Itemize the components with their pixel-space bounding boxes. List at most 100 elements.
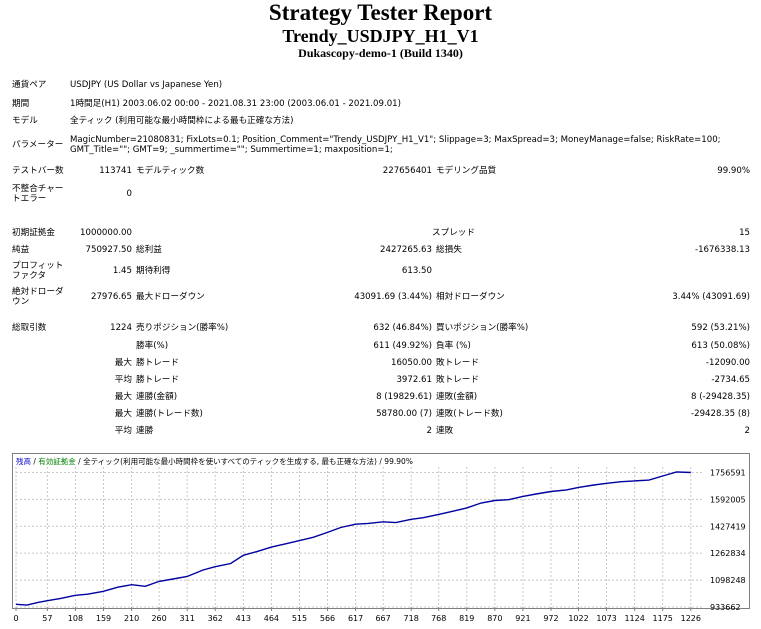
gross-profit-label: 総利益 — [136, 244, 162, 255]
x-tick-label: 718 — [404, 614, 419, 623]
short-label: 売りポジション(勝率%) — [136, 323, 229, 333]
x-tick-label: 108 — [68, 614, 83, 623]
avg-consec-loss-value: 2 — [744, 425, 751, 436]
net-value: 750927.50 — [85, 244, 132, 255]
profit-factor-value: 1.45 — [112, 266, 132, 276]
mismatch-value: 0 — [126, 188, 132, 199]
max-win-label: 勝トレード — [136, 357, 179, 368]
rel-drawdown-label: 相対ドローダウン — [436, 292, 505, 302]
legend-separator-3: / — [377, 457, 385, 466]
x-tick-label: 0 — [13, 614, 18, 623]
expected-payoff-value: 613.50 — [401, 266, 432, 276]
y-tick-label: 1756591 — [710, 468, 746, 477]
expected-payoff-label: 期待利得 — [136, 266, 171, 276]
period-label: 期間 — [12, 98, 30, 109]
deposit-value: 1000000.00 — [80, 227, 132, 238]
avg-consec-win-label: 連勝 — [136, 425, 154, 436]
max-win-value: 16050.00 — [390, 357, 432, 368]
avg-consec-win-value: 2 — [426, 425, 432, 436]
y-tick-label: 933662 — [710, 603, 741, 612]
x-tick-label: 413 — [236, 614, 251, 623]
model-label: モデル — [12, 115, 38, 126]
x-tick-label: 667 — [375, 614, 390, 623]
long-value: 592 (53.21%) — [691, 323, 751, 333]
x-tick-label: 362 — [208, 614, 223, 623]
x-tick-label: 464 — [264, 614, 279, 623]
x-tick-label: 159 — [96, 614, 111, 623]
params-value: MagicNumber=21080831; FixLots=0.1; Posit… — [70, 135, 721, 155]
consec-loss-amount-value: 8 (-29428.35) — [691, 391, 751, 402]
consec-win-count-label: 連勝(トレード数) — [136, 408, 203, 419]
legend-balance: 残高 — [16, 457, 31, 466]
ticks-value: 227656401 — [382, 166, 432, 176]
avg-win-value: 3972.61 — [396, 374, 432, 385]
x-tick-label: 617 — [348, 614, 363, 623]
bars-label: テストバー数 — [12, 166, 64, 176]
chart-legend: 残高 / 有効証拠金 / 全ティック(利用可能な最小時間枠を使いすべてのティック… — [16, 456, 413, 467]
x-tick-label: 210 — [124, 614, 139, 623]
x-tick-label: 1175 — [653, 614, 673, 623]
spread-value: 15 — [739, 227, 751, 238]
legend-separator-1: / — [31, 457, 39, 466]
quality-value: 99.90% — [717, 166, 751, 176]
y-tick-label: 1592005 — [710, 495, 746, 504]
x-tick-label: 972 — [543, 614, 558, 623]
symbol-value: USDJPY (US Dollar vs Japanese Yen) — [70, 80, 223, 90]
gross-loss-value: -1676338.13 — [694, 244, 751, 255]
max-drawdown-label: 最大ドローダウン — [136, 292, 205, 302]
avg-loss-value: -2734.65 — [711, 374, 751, 385]
consec-loss-count-value: -29428.35 (8) — [691, 408, 751, 419]
legend-separator-2: / — [75, 457, 84, 466]
abs-drawdown-value: 27976.65 — [90, 292, 132, 302]
avg-consec-loss-label: 連敗 — [436, 425, 454, 436]
x-tick-label: 566 — [320, 614, 335, 623]
trades-label: 総取引数 — [12, 323, 47, 333]
y-tick-label: 1098248 — [710, 576, 746, 585]
avg-label: 平均 — [114, 374, 132, 385]
params-label: パラメーター — [12, 140, 64, 150]
x-tick-label: 1022 — [568, 614, 588, 623]
max-loss-value: -12090.00 — [705, 357, 751, 368]
report-table: 通貨ペア USDJPY (US Dollar vs Japanese Yen) … — [12, 75, 750, 439]
model-value: 全ティック (利用可能な最小時間枠による最も正確な方法) — [70, 115, 294, 126]
profit-factor-label: プロフィットファクタ — [12, 261, 64, 281]
win-rate-label: 勝率(%) — [136, 340, 169, 351]
max-loss-label: 敗トレード — [436, 357, 479, 368]
spread-label: スプレッド — [432, 227, 475, 238]
server-build: Dukascopy-demo-1 (Build 1340) — [298, 46, 463, 60]
quality-label: モデリング品質 — [436, 166, 497, 176]
max-label-3: 最大 — [114, 408, 132, 419]
gross-loss-label: 総損失 — [436, 244, 462, 255]
expert-name: Trendy_USDJPY_H1_V1 — [282, 26, 479, 46]
short-value: 632 (46.84%) — [373, 323, 432, 333]
consec-win-count-value: 58780.00 (7) — [376, 408, 432, 419]
win-rate-value: 611 (49.92%) — [373, 340, 432, 351]
max-label: 最大 — [114, 357, 132, 368]
legend-equity: 有効証拠金 — [38, 457, 76, 466]
max-label-2: 最大 — [114, 391, 132, 402]
balance-chart: 0 57 108 159 210 260 311 362 413 464 515 566 617 667 7… — [12, 453, 750, 629]
legend-model: 全ティック(利用可能な最小時間枠を使いすべてのティックを生成する, 最も正確な方… — [83, 457, 377, 466]
x-tick-label: 921 — [515, 614, 530, 623]
balance-chart-svg: 0 57 108 159 210 260 311 362 413 464 515 566 617 667 7… — [12, 453, 750, 623]
x-tick-label: 819 — [459, 614, 474, 623]
trades-value: 1224 — [110, 323, 132, 333]
y-tick-label: 1262834 — [710, 549, 746, 558]
x-tick-label: 57 — [42, 614, 52, 623]
x-tick-label: 1124 — [624, 614, 644, 623]
report-title: Strategy Tester Report — [268, 0, 493, 25]
long-label: 買いポジション(勝率%) — [436, 323, 529, 333]
period-value: 1時間足(H1) 2003.06.02 00:00 - 2021.08.31 2… — [70, 98, 401, 109]
loss-rate-value: 613 (50.08%) — [691, 340, 751, 351]
x-tick-label: 311 — [180, 614, 195, 623]
ticks-label: モデルティック数 — [136, 166, 205, 176]
abs-drawdown-label: 絶対ドローダウン — [12, 287, 64, 307]
avg-label-2: 平均 — [114, 425, 132, 436]
x-tick-label: 1073 — [596, 614, 616, 623]
consec-win-amount-value: 8 (19829.61) — [376, 391, 432, 402]
legend-quality: 99.90% — [384, 457, 413, 466]
bars-value: 113741 — [99, 166, 132, 176]
x-tick-label: 1226 — [681, 614, 701, 623]
avg-loss-label: 敗トレード — [436, 374, 479, 385]
avg-win-label: 勝トレード — [136, 374, 179, 385]
